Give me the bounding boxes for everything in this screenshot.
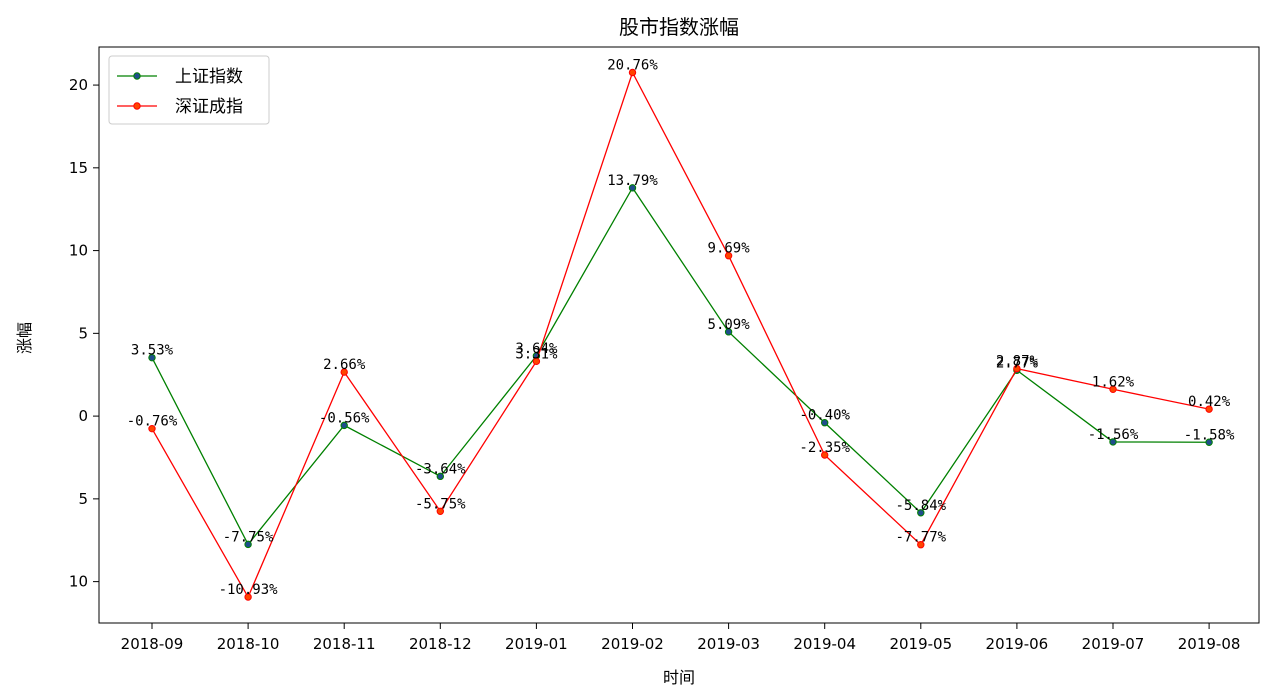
legend-marker: [133, 72, 141, 80]
data-point: [532, 357, 541, 366]
y-tick-label: 10: [69, 573, 88, 591]
legend-marker: [133, 102, 141, 110]
data-label: -1.58%: [1184, 427, 1235, 443]
x-tick-label: 2018-10: [217, 635, 280, 653]
data-point: [917, 541, 925, 549]
data-label: 9.69%: [708, 241, 751, 257]
data-point: [821, 451, 829, 459]
data-label: 2.66%: [323, 357, 366, 373]
data-label: -3.64%: [415, 461, 466, 477]
data-label: 20.76%: [607, 57, 658, 73]
data-label: 2.77%: [996, 355, 1039, 371]
data-label: 3.31%: [515, 346, 558, 362]
data-point: [724, 252, 733, 260]
data-point: [724, 328, 733, 336]
data-point: [628, 68, 637, 77]
data-point: [1205, 405, 1213, 413]
data-label: -0.40%: [799, 408, 850, 424]
data-label: 2.87%: [996, 354, 1039, 370]
y-axis-label: 涨幅: [15, 322, 34, 354]
data-point: [1013, 364, 1021, 373]
data-label: -2.35%: [799, 440, 850, 456]
x-tick-label: 2019-01: [505, 635, 568, 653]
legend-box: [108, 55, 270, 125]
data-label: 3.53%: [131, 343, 174, 359]
data-label: -7.77%: [896, 530, 947, 546]
x-tick-label: 2019-04: [793, 635, 856, 653]
y-tick-label: 0: [78, 407, 88, 425]
data-point: [1109, 385, 1117, 393]
x-tick-label: 2018-12: [409, 635, 472, 653]
plot-frame: [98, 46, 1260, 624]
data-label: 13.79%: [607, 173, 658, 189]
y-tick-label: 15: [69, 159, 88, 177]
x-tick-label: 2018-09: [121, 635, 184, 653]
x-tick-label: 2018-11: [313, 635, 376, 653]
x-tick-label: 2019-08: [1178, 635, 1241, 653]
data-label: 1.62%: [1092, 374, 1135, 390]
series-line: [151, 186, 1210, 546]
chart-title: 股市指数涨幅: [619, 15, 739, 39]
data-label: -5.84%: [896, 498, 947, 514]
data-label: -5.75%: [415, 496, 466, 512]
data-point: [148, 424, 156, 433]
data-label: -7.75%: [223, 529, 274, 545]
x-tick-label: 2019-02: [601, 635, 664, 653]
plot-area: 3.53% -7.75% -0.56% -3.64% 3.64% 13.79% 5.09% -…: [127, 57, 1235, 601]
data-label: 5.09%: [708, 317, 751, 333]
y-tick-label: 20: [69, 76, 88, 94]
data-point: [244, 540, 252, 549]
data-point: [436, 472, 444, 481]
data-point: [821, 419, 829, 427]
data-label: 0.42%: [1188, 394, 1231, 410]
data-point: [628, 184, 637, 192]
data-point: [148, 353, 156, 362]
data-label: 3.64%: [515, 341, 558, 357]
legend-label: 深证成指: [175, 97, 243, 117]
legend-label: 上证指数: [175, 67, 243, 87]
data-point: [340, 421, 348, 430]
y-tick-label: 5: [78, 324, 88, 342]
data-label: -1.56%: [1088, 427, 1139, 443]
data-point: [436, 507, 444, 515]
x-tick-label: 2019-07: [1082, 635, 1145, 653]
data-point: [340, 368, 348, 376]
y-tick-label: 10: [69, 242, 88, 260]
data-point: [917, 509, 925, 517]
x-tick-label: 2019-05: [889, 635, 952, 653]
x-axis-label: 时间: [663, 668, 695, 687]
data-point: [1205, 438, 1213, 446]
data-point: [1109, 438, 1117, 446]
data-point: [244, 593, 252, 601]
y-tick-label: 5: [78, 490, 88, 508]
data-label: -0.56%: [319, 410, 370, 426]
x-tick-label: 2019-03: [697, 635, 760, 653]
data-label: -10.93%: [219, 582, 279, 598]
series-line: [151, 70, 1210, 599]
data-label: -0.76%: [127, 414, 178, 430]
x-tick-label: 2019-06: [986, 635, 1049, 653]
